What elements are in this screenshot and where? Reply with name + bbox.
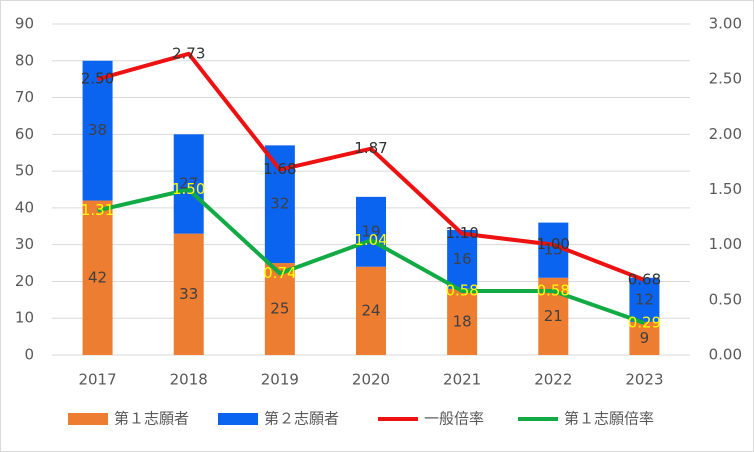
- bar: [173, 233, 204, 355]
- x-tick-label: 2022: [534, 371, 572, 389]
- line-value-label: 0.74: [263, 264, 296, 282]
- x-tick-label: 2017: [78, 371, 116, 389]
- y-tick-label: 80: [15, 51, 34, 69]
- y-tick-label: 90: [15, 15, 34, 33]
- bar-value-label: 24: [361, 301, 380, 319]
- bar-value-label: 42: [88, 268, 107, 286]
- x-tick-label: 2020: [352, 371, 390, 389]
- y2-tick-label: 1.50: [709, 180, 742, 198]
- line-value-label: 1.00: [537, 235, 570, 253]
- line-value-label: 0.68: [628, 270, 661, 288]
- line-value-label: 1.04: [354, 231, 387, 249]
- x-tick-label: 2023: [625, 371, 663, 389]
- legend-label: 一般倍率: [424, 410, 484, 428]
- bar-value-label: 19: [361, 222, 380, 240]
- x-tick-label: 2018: [170, 371, 208, 389]
- y2-tick-label: 0.50: [709, 290, 742, 308]
- legend-label: 第１志願倍率: [564, 410, 654, 428]
- bar-value-label: 21: [544, 307, 563, 325]
- bar: [629, 277, 660, 322]
- line: [97, 187, 646, 325]
- bar: [356, 196, 386, 267]
- line-value-label: 0.58: [445, 282, 478, 300]
- x-tick-label: 2021: [443, 371, 481, 389]
- y2-tick-label: 2.50: [709, 70, 742, 88]
- legend-label: 第１志願者: [114, 410, 189, 428]
- y-tick-label: 0: [24, 346, 34, 364]
- line-value-label: 1.50: [172, 180, 205, 198]
- bar-value-label: 25: [270, 300, 289, 318]
- legend-label: 第２志願者: [264, 410, 339, 428]
- line-value-label: 1.31: [81, 201, 114, 219]
- y-tick-label: 10: [15, 309, 34, 327]
- y2-tick-label: 3.00: [709, 15, 742, 33]
- line-value-label: 1.68: [263, 160, 296, 178]
- bar: [82, 200, 113, 355]
- y-tick-label: 20: [15, 272, 34, 290]
- line-value-label: 1.10: [445, 224, 478, 242]
- bar: [82, 60, 113, 201]
- legend-swatch: [68, 413, 108, 425]
- y-tick-label: 30: [15, 235, 34, 253]
- bar-value-label: 15: [544, 241, 563, 259]
- y-tick-label: 60: [15, 125, 34, 143]
- x-tick-label: 2019: [261, 371, 299, 389]
- line-value-label: 2.73: [172, 44, 205, 62]
- bar: [629, 321, 660, 355]
- line-value-label: 1.87: [354, 139, 387, 157]
- legend-swatch: [218, 413, 258, 425]
- bar-value-label: 16: [453, 250, 472, 268]
- bar: [447, 229, 478, 289]
- bar: [447, 288, 478, 355]
- bar-value-label: 12: [635, 290, 654, 308]
- y2-tick-label: 0.00: [709, 346, 742, 364]
- bar-value-label: 38: [88, 121, 107, 139]
- line: [97, 51, 646, 282]
- y2-tick-label: 2.00: [709, 125, 742, 143]
- bar: [264, 145, 295, 264]
- bar-value-label: 18: [453, 312, 472, 330]
- y-tick-label: 70: [15, 88, 34, 106]
- bar-value-label: 27: [179, 174, 198, 192]
- line-value-label: 0.58: [537, 282, 570, 300]
- bar: [264, 263, 295, 355]
- bar-value-label: 33: [179, 285, 198, 303]
- y-tick-label: 40: [15, 198, 34, 216]
- line-value-label: 2.50: [81, 70, 114, 88]
- bar-value-label: 32: [270, 195, 289, 213]
- y-tick-label: 50: [15, 162, 34, 180]
- bar: [356, 266, 386, 355]
- y2-tick-label: 1.00: [709, 235, 742, 253]
- bar: [173, 134, 204, 234]
- bar-value-label: 9: [640, 329, 650, 347]
- line-value-label: 0.29: [628, 314, 661, 332]
